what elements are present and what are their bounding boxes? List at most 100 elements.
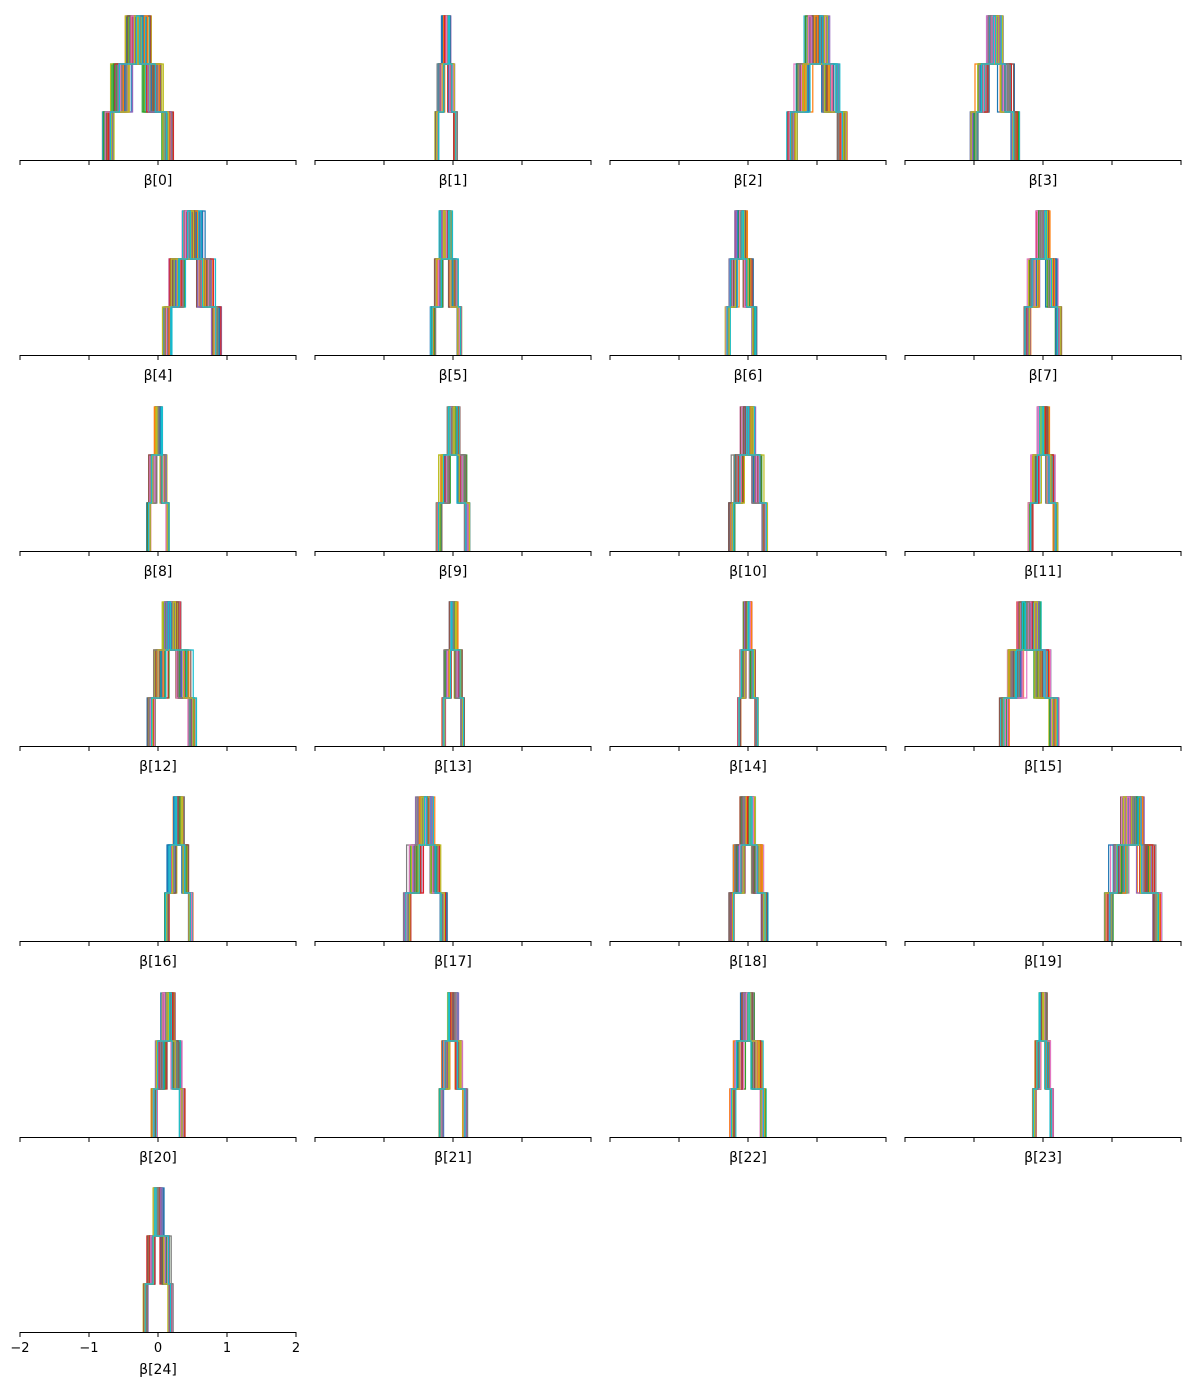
- panel-xlabel: β[2]: [734, 173, 763, 189]
- panel-xlabel: β[13]: [434, 759, 472, 775]
- histogram-marks: [969, 15, 1021, 160]
- histogram-series: [151, 601, 198, 746]
- histogram-panel: β[4]: [19, 210, 297, 384]
- histogram-panel: β[0]: [19, 15, 297, 189]
- panel-xlabel: β[18]: [729, 954, 767, 970]
- histogram-marks: [729, 992, 767, 1137]
- panel-xlabel: β[19]: [1024, 954, 1062, 970]
- x-tick-label: −2: [10, 1341, 29, 1356]
- histogram-marks: [728, 796, 769, 941]
- histogram-series: [110, 15, 168, 160]
- histogram-panel: β[16]: [19, 796, 297, 970]
- histogram-marks: [727, 406, 769, 551]
- histogram-marks: [150, 992, 186, 1137]
- histogram-marks: [434, 15, 459, 160]
- histogram-marks: [429, 210, 463, 355]
- panel-xlabel: β[21]: [434, 1150, 472, 1166]
- histogram-series: [165, 796, 191, 941]
- x-tick-label: 1: [223, 1341, 231, 1356]
- histogram-panel: β[2]: [609, 15, 887, 189]
- histogram-series: [790, 15, 843, 160]
- histogram-marks: [1103, 796, 1163, 941]
- panel-xlabel: β[0]: [144, 173, 173, 189]
- histogram-panel: β[1]: [314, 15, 592, 189]
- x-tick-label: 0: [154, 1341, 162, 1356]
- histogram-panel: β[18]: [609, 796, 887, 970]
- panel-xlabel: β[15]: [1024, 759, 1062, 775]
- histogram-marks: [402, 796, 448, 941]
- panel-xlabel: β[10]: [729, 564, 767, 580]
- histogram-series: [1109, 796, 1159, 941]
- histogram-series: [733, 796, 766, 941]
- histogram-panel: β[3]: [904, 15, 1182, 189]
- histogram-panel: −2 −1 0 1 2 β[24]: [10, 1187, 300, 1378]
- histogram-series: [438, 15, 457, 160]
- panel-xlabel: β[9]: [439, 564, 468, 580]
- histogram-panel: β[6]: [609, 210, 887, 384]
- histogram-marks: [1031, 992, 1055, 1137]
- x-tick-label: 2: [292, 1341, 300, 1356]
- histogram-series: [431, 210, 462, 355]
- panel-xlabel: β[3]: [1029, 173, 1058, 189]
- histogram-panel: β[8]: [19, 406, 297, 580]
- histogram-panel: β[21]: [314, 992, 592, 1166]
- panel-xlabel: β[1]: [439, 173, 468, 189]
- histogram-marks: [736, 601, 759, 746]
- histogram-marks: [998, 601, 1060, 746]
- histogram-marks: [101, 15, 175, 160]
- histogram-marks: [164, 796, 194, 941]
- panel-xlabel: β[7]: [1029, 368, 1058, 384]
- histogram-panel: β[14]: [609, 601, 887, 775]
- histogram-series: [733, 406, 767, 551]
- histogram-series: [1032, 992, 1052, 1137]
- histogram-series: [726, 210, 757, 355]
- histogram-panel: β[20]: [19, 992, 297, 1166]
- panel-xlabel: β[24]: [139, 1362, 177, 1378]
- panel-xlabel: β[17]: [434, 954, 472, 970]
- panel-xlabel: β[14]: [729, 759, 767, 775]
- panel-xlabel: β[16]: [139, 954, 177, 970]
- histogram-series: [405, 796, 442, 941]
- histogram-marks: [146, 601, 198, 746]
- histogram-series: [144, 1187, 172, 1332]
- histogram-marks: [146, 406, 170, 551]
- histogram-panel: β[5]: [314, 210, 592, 384]
- panel-xlabel: β[11]: [1024, 564, 1062, 580]
- histogram-panel: β[10]: [609, 406, 887, 580]
- histogram-marks: [1027, 406, 1059, 551]
- histogram-series: [1024, 210, 1059, 355]
- panel-xlabel: β[12]: [139, 759, 177, 775]
- histogram-series: [976, 15, 1015, 160]
- histogram-marks: [724, 210, 758, 355]
- histogram-series: [738, 601, 759, 746]
- panel-xlabel: β[5]: [439, 368, 468, 384]
- histogram-panel: β[13]: [314, 601, 592, 775]
- histogram-panel: β[15]: [904, 601, 1182, 775]
- histogram-panel: β[22]: [609, 992, 887, 1166]
- panel-xlabel: β[6]: [734, 368, 763, 384]
- histogram-panel: β[23]: [904, 992, 1182, 1166]
- panel-xlabel: β[20]: [139, 1150, 177, 1166]
- histogram-marks: [142, 1187, 174, 1332]
- histogram-panel: β[19]: [904, 796, 1182, 970]
- x-tick-label: −1: [79, 1341, 98, 1356]
- histogram-panel: β[12]: [19, 601, 297, 775]
- histogram-series: [439, 992, 466, 1137]
- panel-xlabel: β[23]: [1024, 1150, 1062, 1166]
- panel-xlabel: β[22]: [729, 1150, 767, 1166]
- histogram-marks: [435, 406, 471, 551]
- histogram-series: [443, 601, 465, 746]
- histogram-marks: [1023, 210, 1063, 355]
- histogram-panel: β[7]: [904, 210, 1182, 384]
- panel-xlabel: β[8]: [144, 564, 173, 580]
- histogram-series: [1029, 406, 1057, 551]
- histogram-series: [730, 992, 764, 1137]
- histogram-marks: [786, 15, 848, 160]
- histogram-series: [153, 992, 180, 1137]
- histogram-marks: [441, 601, 465, 746]
- histogram-series: [437, 406, 467, 551]
- panel-xlabel: β[4]: [144, 368, 173, 384]
- histogram-marks: [161, 210, 223, 355]
- histogram-panel: β[11]: [904, 406, 1182, 580]
